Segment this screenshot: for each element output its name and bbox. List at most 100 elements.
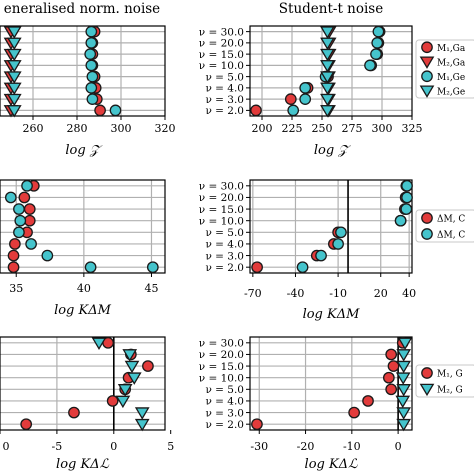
x-tick-label: 200 — [252, 122, 273, 135]
x-axis-label: log 𝒵 — [65, 143, 102, 158]
point-s1-3 — [126, 372, 142, 385]
point-s1-1 — [4, 191, 17, 204]
point-s2-5 — [299, 82, 312, 94]
x-tick-label: 20 — [374, 287, 388, 300]
y-tick-label: ν = 3.0 — [205, 250, 244, 262]
point-s3-5 — [6, 82, 22, 96]
legend-marker — [419, 56, 435, 69]
x-tick-label: 260 — [23, 122, 44, 135]
point-s2-6 — [299, 93, 312, 105]
point-s2-5 — [85, 82, 98, 94]
x-axis-label: log KΔM — [303, 307, 361, 322]
data-points — [250, 25, 386, 118]
data-points — [4, 179, 159, 274]
y-tick-label: ν = 30.0 — [199, 26, 244, 38]
x-tick-label: 280 — [67, 122, 88, 135]
point-s0-6 — [284, 93, 297, 105]
y-tick-label: ν = 15.0 — [199, 49, 244, 61]
x-tick-label: 250 — [312, 122, 333, 135]
point-s2-6 — [86, 93, 99, 105]
point-s2-4 — [86, 70, 99, 83]
x-tick-label: 45 — [144, 282, 158, 295]
point-s0-7 — [250, 104, 262, 117]
point-s2-0 — [372, 25, 385, 38]
x-axis-label: log KΔℒ — [56, 457, 110, 472]
point-s1-2 — [124, 360, 140, 374]
panel-bottom-left: 0 -5 0 5 log KΔℒ — [0, 336, 174, 472]
point-s1-5 — [115, 395, 131, 409]
point-s1-3 — [395, 372, 411, 385]
y-tick-label: ν = 20.0 — [199, 349, 244, 361]
point-s0-2 — [142, 360, 154, 372]
y-tick-label: ν = 4.0 — [205, 83, 244, 95]
legend: M₁, G M₂, G — [415, 364, 474, 398]
point-s2-3 — [85, 59, 98, 72]
y-tick-label: ν = 4.0 — [205, 396, 244, 408]
legend-label: ΔM, C — [437, 231, 465, 241]
point-s1-4 — [117, 384, 133, 397]
point-s1-6 — [134, 407, 150, 420]
point-s0-5 — [362, 395, 374, 407]
point-s3-3 — [6, 60, 22, 73]
x-tick-label: -10 — [343, 440, 361, 453]
point-s1-4 — [396, 384, 412, 397]
legend-label: ΔM, C — [437, 215, 465, 225]
legend-marker — [419, 383, 435, 397]
panel-mid-right: -70 -40 -10 20 40ν = 30.0ν = 20.0ν = 15.0ν =… — [199, 179, 474, 322]
x-tick-label: 0 — [110, 440, 117, 453]
point-s1-5 — [25, 238, 37, 250]
y-tick-label: ν = 10.0 — [199, 215, 244, 227]
point-s0-1 — [385, 348, 398, 361]
y-tick-label: ν = 5.0 — [205, 227, 244, 239]
panel-mid-left: 35 40 45 log KΔM — [0, 179, 166, 318]
y-tick-label: ν = 20.0 — [199, 38, 244, 50]
point-s1-6 — [396, 407, 412, 420]
point-s1-8 — [146, 261, 159, 274]
y-tick-label: ν = 15.0 — [199, 361, 244, 373]
y-tick-label: ν = 3.0 — [205, 94, 244, 106]
legend: ΔM, C ΔM, C — [415, 209, 474, 243]
x-axis-label: log 𝒵 — [314, 143, 351, 158]
point-s1-1 — [401, 191, 413, 204]
point-s1-3 — [14, 214, 27, 227]
point-s3-6 — [6, 93, 22, 107]
legend-marker — [421, 367, 433, 379]
legend-label: M₁, G — [437, 370, 463, 380]
x-tick-label: 5 — [167, 440, 174, 453]
legend-marker — [421, 70, 433, 83]
legend-label: M₂, G — [437, 386, 463, 396]
point-s1-2 — [396, 360, 412, 374]
legend-marker — [421, 212, 433, 224]
y-tick-label: ν = 5.0 — [205, 384, 244, 396]
x-tick-label: -40 — [287, 287, 305, 300]
point-s0-7 — [251, 418, 263, 431]
y-tick-label: ν = 3.0 — [205, 407, 244, 419]
legend: M₁,Ga M₂,Ga M₁,Ge M₂,Ge — [415, 39, 474, 99]
point-s0-6 — [7, 249, 20, 262]
x-tick-label: 300 — [111, 122, 132, 135]
point-s2-7 — [287, 104, 300, 117]
point-s2-7 — [109, 104, 122, 117]
point-s1-0 — [401, 179, 413, 192]
y-tick-label: ν = 2.0 — [205, 262, 244, 274]
point-s2-2 — [84, 48, 97, 60]
panel-bottom-right: -30 -20 -10 0 ν = 30.0ν = 20.0ν = 15.0ν = 10… — [199, 336, 474, 472]
point-s0-6 — [68, 406, 80, 419]
x-axis-label: log KΔℒ — [305, 457, 359, 472]
x-tick-label: 325 — [402, 122, 423, 135]
legend-label: M₁,Ga — [437, 44, 466, 54]
x-tick-label: -20 — [297, 440, 315, 453]
x-axis-label: log KΔM — [54, 303, 112, 318]
point-s3-1 — [320, 37, 335, 51]
axes-frame — [0, 179, 166, 274]
point-s3-4 — [320, 71, 335, 84]
legend-marker — [419, 85, 435, 98]
x-tick-label: 40 — [402, 287, 416, 300]
point-s1-0 — [21, 179, 33, 192]
point-s0-4 — [385, 383, 398, 396]
point-s1-5 — [395, 395, 411, 409]
point-s1-7 — [296, 261, 309, 274]
point-s1-1 — [122, 349, 138, 362]
point-s0-2 — [23, 203, 36, 215]
